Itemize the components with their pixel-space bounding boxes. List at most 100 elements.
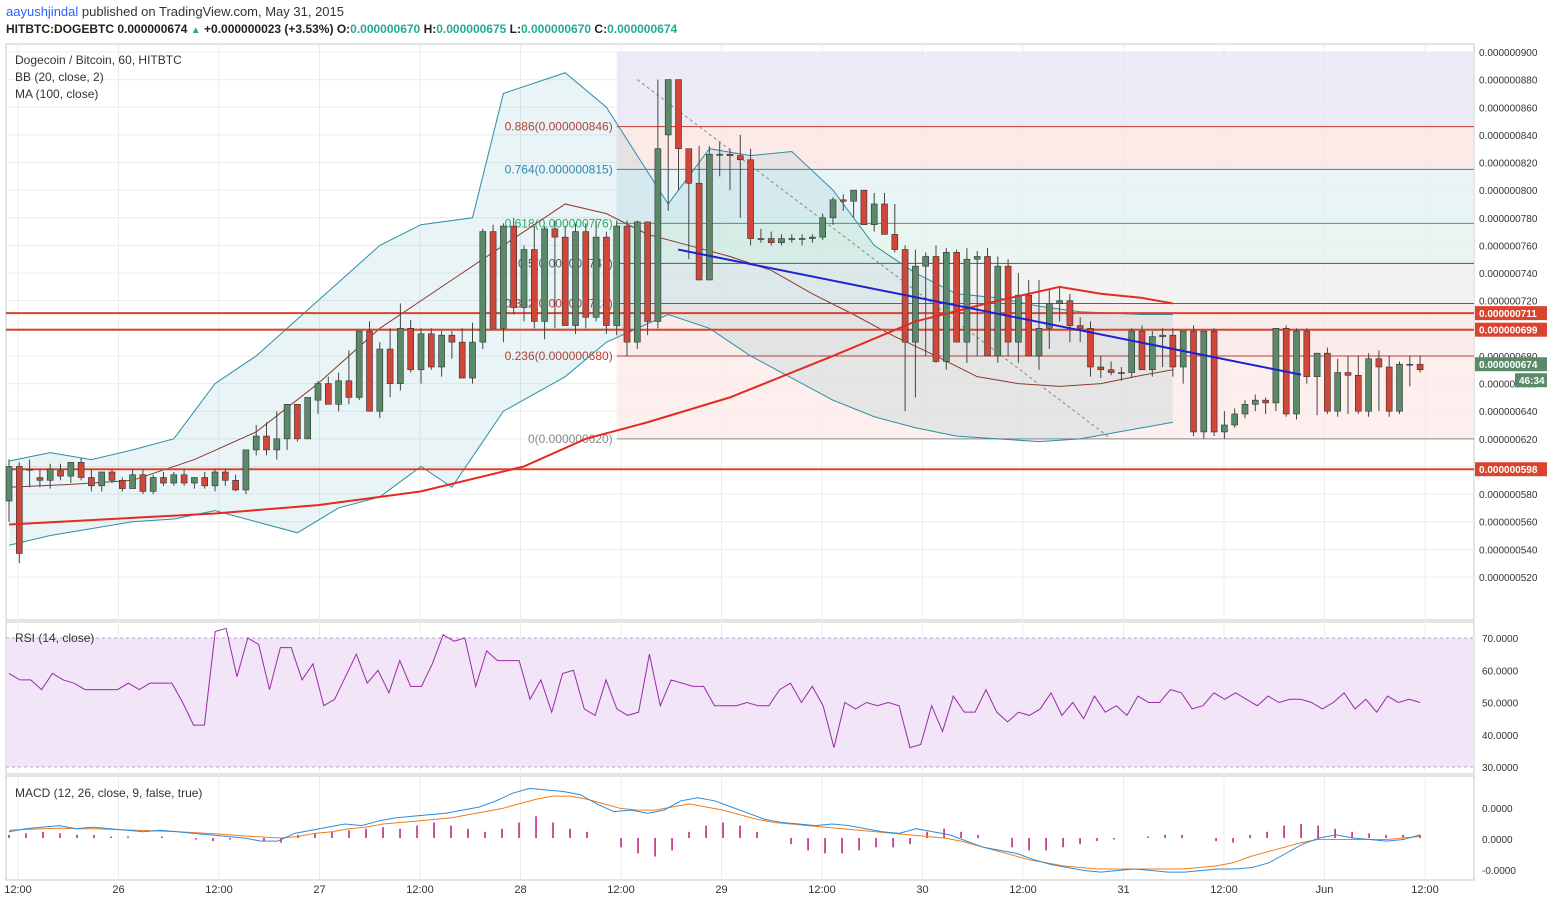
candle-body — [778, 238, 785, 243]
candle-body — [891, 234, 899, 250]
candle-body — [839, 199, 847, 202]
time-axis-label: 12:00 — [406, 884, 434, 896]
candle-body — [149, 477, 157, 492]
high-value: 0.000000675 — [436, 22, 507, 36]
price-axis-label: 0.000000820 — [1479, 159, 1538, 170]
candle-body — [912, 265, 919, 343]
price-plot: 0.886(0.000000846)0.764(0.000000815)0.61… — [5, 52, 1474, 564]
time-axis-label: 12:00 — [808, 884, 836, 896]
candle-body — [860, 189, 868, 225]
price-axis-label: 0.000000540 — [1479, 545, 1538, 556]
rsi-plot — [6, 627, 1474, 768]
candle-body — [263, 435, 270, 451]
fib-level-label: 0.886(0.000000846) — [505, 120, 613, 134]
candle-body — [180, 474, 188, 484]
level-price-badge — [1475, 306, 1547, 321]
time-axis-label: 12:00 — [1210, 884, 1238, 896]
candle-body — [1416, 363, 1424, 371]
candle-body — [191, 477, 198, 484]
price-axis-label: 0.000000660 — [1479, 380, 1538, 391]
candle-body — [1200, 330, 1208, 433]
candle-body — [1138, 330, 1146, 371]
publish-line: aayushjindal published on TradingView.co… — [6, 4, 344, 19]
chart-header: aayushjindal published on TradingView.co… — [0, 0, 1556, 44]
candle-body — [963, 258, 971, 343]
price-panel-title: Dogecoin / Bitcoin, 60, HITBTC — [15, 53, 182, 67]
candle-body — [1334, 372, 1341, 412]
candle-body — [15, 466, 23, 554]
candle-body — [355, 330, 363, 398]
ma-indicator-label[interactable]: MA (100, close) — [15, 87, 98, 101]
fib-level-label: 0.764(0.000000815) — [505, 162, 613, 176]
candle-body — [870, 203, 878, 225]
time-axis-label: 27 — [313, 884, 325, 896]
candle-body — [283, 404, 291, 440]
bb-indicator-label[interactable]: BB (20, close, 2) — [15, 70, 104, 84]
price-axis-label: 0.000000880 — [1479, 76, 1538, 87]
rsi-axis-label: 30.0000 — [1482, 763, 1519, 774]
trendline — [678, 248, 1302, 376]
candle-body — [201, 477, 208, 487]
candle-body — [417, 333, 425, 371]
candle-body — [736, 155, 744, 161]
bb-upper-line — [8, 72, 1173, 462]
candle-body — [1262, 399, 1269, 404]
level-price-label: 0.000000699 — [1479, 326, 1538, 337]
candle-body — [242, 449, 250, 491]
published-text: published on TradingView.com, May 31, 20… — [81, 4, 345, 19]
candle-body — [500, 225, 507, 329]
candle-body — [1056, 300, 1063, 304]
time-axis-label: 29 — [715, 884, 727, 896]
candle-body — [881, 203, 888, 235]
candle-body — [633, 221, 641, 343]
candle-body — [582, 231, 590, 318]
candle-body — [819, 217, 827, 238]
candle-body — [1190, 330, 1197, 433]
candle-body — [46, 468, 54, 481]
macd-title[interactable]: MACD (12, 26, close, 9, false, true) — [15, 786, 202, 800]
fib-zone — [616, 126, 1474, 170]
candle-body — [747, 159, 754, 239]
candle-body — [1149, 336, 1156, 371]
symbol-name[interactable]: HITBTC:DOGEBTC — [6, 22, 114, 36]
macd-signal-line — [8, 795, 1421, 870]
candle-body — [1076, 325, 1084, 329]
countdown-badge — [1515, 373, 1547, 388]
low-value: 0.000000670 — [521, 22, 592, 36]
rsi-line — [8, 627, 1421, 749]
candle-body — [211, 471, 219, 487]
candle-body — [119, 479, 126, 489]
candle-body — [314, 383, 322, 401]
candle-body — [654, 148, 662, 322]
candle-body — [1097, 366, 1105, 371]
candle-body — [458, 341, 466, 379]
fib-zone — [616, 52, 1474, 127]
fib-zone — [616, 169, 1474, 224]
candle-body — [1385, 366, 1393, 412]
candle-body — [984, 256, 991, 357]
author-link[interactable]: aayushjindal — [6, 4, 79, 19]
candle-body — [108, 471, 116, 481]
up-triangle-icon: ▲ — [190, 25, 201, 36]
candle-body — [222, 471, 229, 481]
candle-body — [1231, 413, 1238, 426]
candle-body — [129, 474, 136, 489]
price-axis-label: 0.000000780 — [1479, 214, 1538, 225]
candle-body — [26, 468, 33, 471]
candle-body — [922, 256, 930, 267]
price-axis-label: 0.000000760 — [1479, 241, 1538, 252]
candle-body — [98, 471, 105, 487]
c-label: C: — [594, 22, 608, 36]
change-value: +0.000000023 (+3.53%) — [204, 22, 334, 36]
candle-body — [407, 328, 415, 371]
rsi-title[interactable]: RSI (14, close) — [15, 631, 94, 645]
fib-zone — [616, 355, 1474, 439]
countdown-label: 46:34 — [1519, 376, 1545, 387]
price-axis-label: 0.000000800 — [1479, 186, 1538, 197]
candle-body — [397, 328, 404, 384]
candle-body — [541, 228, 548, 322]
candle-body — [252, 435, 260, 451]
candle-body — [366, 330, 373, 412]
rsi-axis-label: 70.0000 — [1482, 634, 1519, 645]
